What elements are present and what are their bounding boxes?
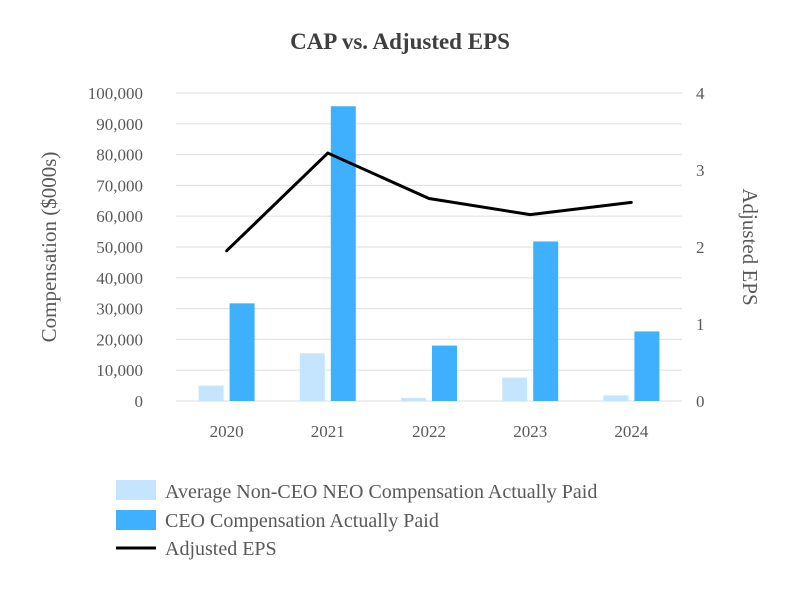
right-tick-label: 1 xyxy=(696,315,705,334)
right-axis-ticks: 0 1 2 3 4 xyxy=(696,84,705,411)
bar-avg-neo-2023 xyxy=(502,377,528,401)
eps-line xyxy=(225,151,632,252)
legend-swatch-ceo xyxy=(116,510,156,530)
legend-label-avg-neo: Average Non-CEO NEO Compensation Actuall… xyxy=(165,481,597,503)
x-tick-label: 2022 xyxy=(412,422,446,441)
left-tick-label: 30,000 xyxy=(96,300,143,319)
left-tick-label: 20,000 xyxy=(96,330,143,349)
bar-avg-neo-2022 xyxy=(401,397,426,401)
legend-label-eps: Adjusted EPS xyxy=(165,538,277,560)
eps-line-layer xyxy=(225,151,633,253)
bar-ceo-2021 xyxy=(330,106,356,401)
right-tick-label: 3 xyxy=(696,161,705,180)
legend-label-ceo: CEO Compensation Actually Paid xyxy=(165,510,439,532)
legend-swatch-avg-neo xyxy=(116,480,156,500)
left-axis-ticks: 0 10,000 20,000 30,000 40,000 50,000 60,000 70,… xyxy=(88,84,143,411)
bar-ceo-2022 xyxy=(432,345,457,401)
x-tick-label: 2021 xyxy=(311,422,345,441)
eps-point-2021 xyxy=(326,151,330,155)
bar-ceo-2020 xyxy=(229,303,255,401)
bar-avg-neo-2020 xyxy=(198,385,224,401)
right-tick-label: 2 xyxy=(696,238,705,257)
x-tick-label: 2024 xyxy=(614,422,649,441)
left-tick-label: 70,000 xyxy=(96,176,143,195)
bars xyxy=(198,106,660,401)
left-tick-label: 40,000 xyxy=(96,269,143,288)
bar-avg-neo-2024 xyxy=(603,395,629,401)
x-tick-label: 2023 xyxy=(513,422,547,441)
left-tick-label: 90,000 xyxy=(96,115,143,134)
left-tick-label: 100,000 xyxy=(88,84,143,103)
bar-ceo-2023 xyxy=(533,241,559,401)
legend: Average Non-CEO NEO Compensation Actuall… xyxy=(116,480,597,560)
left-tick-label: 60,000 xyxy=(96,207,143,226)
x-tick-label: 2020 xyxy=(210,422,244,441)
right-tick-label: 4 xyxy=(696,84,705,103)
left-tick-label: 80,000 xyxy=(96,146,143,165)
x-axis-ticks: 2020 2021 2022 2023 2024 xyxy=(210,422,649,441)
bar-avg-neo-2021 xyxy=(299,353,325,401)
eps-point-2023 xyxy=(528,213,532,217)
eps-point-2024 xyxy=(630,200,633,204)
right-axis-title: Adjusted EPS xyxy=(738,188,762,305)
chart-title: CAP vs. Adjusted EPS xyxy=(290,29,510,54)
left-axis-title: Compensation ($000s) xyxy=(37,152,61,343)
left-tick-label: 0 xyxy=(135,392,144,411)
eps-point-2022 xyxy=(427,197,431,200)
left-tick-label: 50,000 xyxy=(96,238,143,257)
bar-ceo-2024 xyxy=(634,331,660,401)
eps-point-2020 xyxy=(225,249,229,253)
right-tick-label: 0 xyxy=(696,392,705,411)
left-tick-label: 10,000 xyxy=(96,361,143,380)
